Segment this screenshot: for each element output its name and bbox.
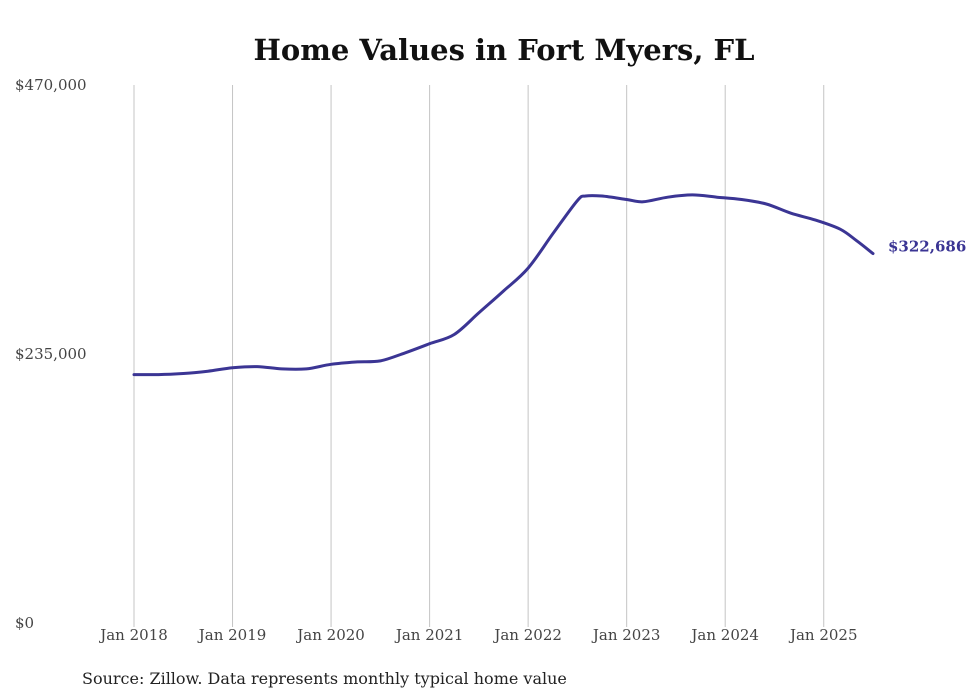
x-tick-label: Jan 2025	[788, 626, 858, 644]
series-lines	[132, 193, 875, 377]
source-note: Source: Zillow. Data represents monthly …	[82, 669, 567, 688]
x-tick-label: Jan 2020	[295, 626, 365, 644]
x-tick-label: Jan 2019	[197, 626, 267, 644]
x-tick-label: Jan 2021	[394, 626, 464, 644]
y-tick-label: $0	[15, 614, 34, 632]
gridlines	[133, 85, 825, 627]
x-tick-label: Jan 2018	[98, 626, 168, 644]
x-tick-label: Jan 2022	[492, 626, 562, 644]
y-axis-ticks: $0 $235,000 $470,000	[15, 76, 87, 632]
x-tick-label: Jan 2023	[591, 626, 661, 644]
chart-title: Home Values in Fort Myers, FL	[253, 33, 754, 67]
x-tick-label: Jan 2024	[689, 626, 759, 644]
series-line	[132, 193, 875, 377]
x-axis-ticks: Jan 2018 Jan 2019 Jan 2020 Jan 2021 Jan 2022…	[98, 626, 857, 644]
y-tick-label: $470,000	[15, 76, 87, 94]
y-tick-label: $235,000	[15, 345, 87, 363]
end-value-label: $322,686	[888, 238, 966, 256]
